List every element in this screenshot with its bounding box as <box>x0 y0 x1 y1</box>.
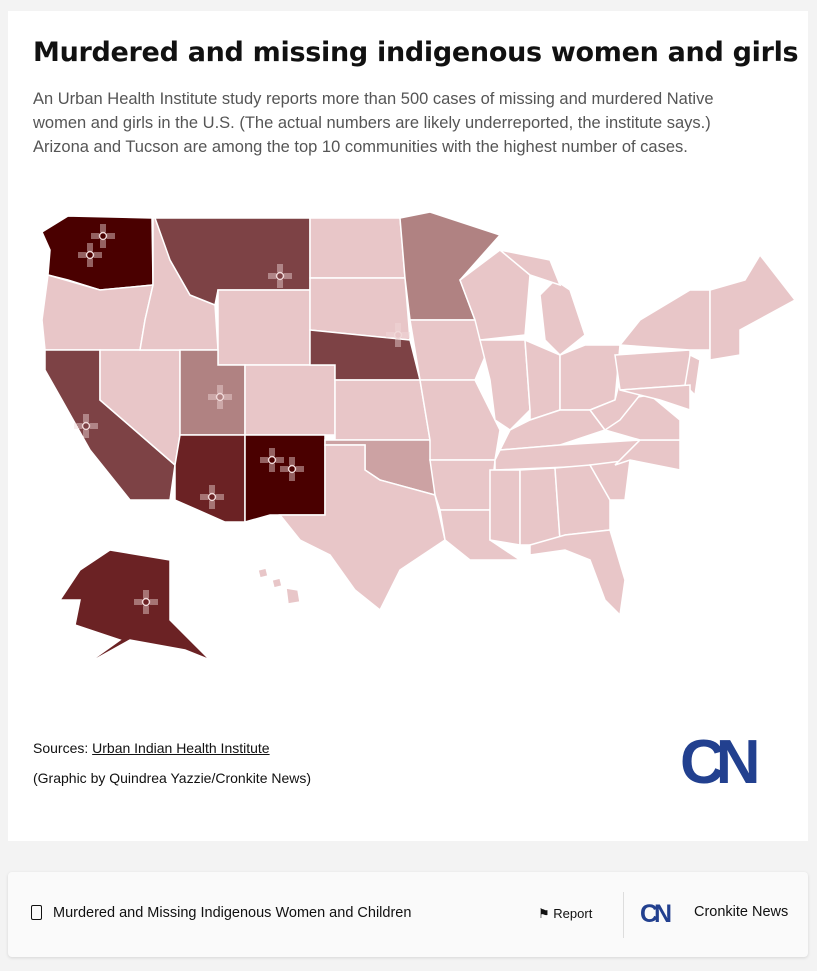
state-in <box>524 338 561 422</box>
footer-title[interactable]: Murdered and Missing Indigenous Women an… <box>53 905 412 921</box>
state-ne_eng <box>709 253 797 361</box>
state-up <box>499 249 562 287</box>
zia-symbol-icon <box>91 224 115 248</box>
report-button[interactable]: ⚑ Report <box>538 906 592 922</box>
state-ia <box>409 319 491 381</box>
state-nm <box>244 434 326 523</box>
sources-link[interactable]: Urban Indian Health Institute <box>92 740 270 756</box>
zia-symbol-icon <box>200 485 224 509</box>
state-pa <box>614 349 691 391</box>
publisher-logo[interactable]: CN <box>640 900 672 928</box>
state-hi1 <box>257 567 269 579</box>
divider <box>623 892 624 938</box>
zia-symbol-icon <box>260 448 284 472</box>
zia-symbol-icon <box>78 243 102 267</box>
zia-symbol-icon <box>134 590 158 614</box>
footer-bar: Murdered and Missing Indigenous Women an… <box>8 872 808 957</box>
state-ar <box>429 459 496 511</box>
state-hi3 <box>285 587 301 605</box>
state-nc <box>614 439 681 471</box>
state-md <box>619 384 691 412</box>
state-nd <box>309 217 406 279</box>
state-oh <box>559 344 621 411</box>
state-co <box>244 364 336 436</box>
state-mo <box>419 379 501 461</box>
state-sc <box>588 459 631 501</box>
zia-symbol-icon <box>74 414 98 438</box>
state-mi <box>539 279 586 357</box>
page-title: Murdered and missing indigenous women an… <box>33 37 799 68</box>
state-hi2 <box>271 577 283 589</box>
subtitle: An Urban Health Institute study reports … <box>33 90 714 156</box>
state-wy <box>217 289 311 366</box>
state-sd <box>309 277 411 341</box>
credit: (Graphic by Quindrea Yazzie/Cronkite New… <box>33 770 312 786</box>
state-ny <box>618 289 711 351</box>
publisher-name[interactable]: Cronkite News <box>694 904 789 920</box>
state-ak <box>58 549 211 666</box>
state-al <box>519 467 561 546</box>
state-ms <box>489 469 521 546</box>
state-fl <box>529 529 626 617</box>
zia-symbol-icon <box>208 385 232 409</box>
state-tx <box>278 444 446 612</box>
sources-label: Sources: <box>33 740 93 756</box>
zia-symbol-icon <box>280 457 304 481</box>
us-choropleth-map <box>41 211 797 666</box>
sources: Sources: Urban Indian Health Institute <box>33 740 270 756</box>
report-label: Report <box>553 906 593 921</box>
zia-symbol-icon <box>268 264 292 288</box>
flag-icon: ⚑ <box>538 906 550 921</box>
cronkite-news-logo: CN <box>680 728 761 797</box>
document-icon <box>31 905 42 920</box>
state-ks <box>334 379 431 441</box>
zia-symbol-icon <box>386 323 410 347</box>
